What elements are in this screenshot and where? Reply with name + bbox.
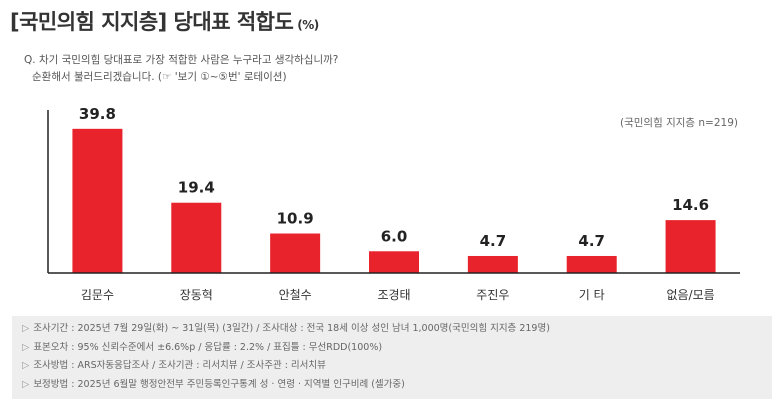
survey-info-box: ▷ 조사기간 : 2025년 7월 29일(화) ~ 31일(목) (3일간) /…: [12, 316, 772, 399]
category-label-2: 안철수: [279, 288, 312, 302]
chart-title: [국민의힘 지지층] 당대표 적합도 (%): [10, 6, 319, 36]
bar-value-label-3: 6.0: [381, 227, 408, 245]
category-label-3: 조경태: [377, 288, 410, 302]
bar-3: [369, 251, 419, 273]
bar-value-label-0: 39.8: [79, 105, 116, 123]
survey-info-text: 표본오차 : 95% 신뢰수준에서 ±6.6%p / 응답률 : 2.2% / …: [33, 341, 383, 353]
category-label-0: 김문수: [81, 288, 114, 302]
survey-info-text: 조사기간 : 2025년 7월 29일(화) ~ 31일(목) (3일간) / …: [33, 323, 550, 334]
survey-info-item-3: ▷ 보정방법 : 2025년 6월말 행정안전부 주민등록인구통계 성 · 연령 …: [22, 376, 772, 395]
bar-value-label-5: 4.7: [578, 232, 605, 250]
survey-info-text: 조사방법 : ARS자동응답조사 / 조사기관 : 리서치뷰 / 조사주관 : …: [33, 360, 326, 371]
question-line-2: 순환해서 불러드리겠습니다. (☞ '보기 ①~⑤번' 로테이션): [32, 71, 287, 83]
bar-5: [566, 255, 617, 273]
triangle-bullet-icon: ▷: [22, 341, 30, 353]
survey-info-item-0: ▷ 조사기간 : 2025년 7월 29일(화) ~ 31일(목) (3일간) /…: [22, 320, 772, 339]
bar-value-label-1: 19.4: [178, 179, 215, 197]
survey-info-item-2: ▷ 조사방법 : ARS자동응답조사 / 조사기관 : 리서치뷰 / 조사주관 :…: [22, 357, 772, 376]
survey-info-list: ▷ 조사기간 : 2025년 7월 29일(화) ~ 31일(목) (3일간) /…: [12, 316, 772, 394]
bar-4: [467, 255, 518, 273]
triangle-bullet-icon: ▷: [22, 378, 30, 390]
bar-2: [270, 233, 321, 273]
triangle-bullet-icon: ▷: [22, 323, 30, 334]
bar-6: [665, 220, 716, 273]
question-line-1: Q. 차기 국민의힘 당대표로 가장 적합한 사람은 누구라고 생각하십니까?: [24, 54, 339, 66]
bar-chart: (국민의힘 지지층 n=219) 39.8 김문수 19.4 장동혁 10.9 안철수 6.…: [47, 105, 740, 302]
bar-value-label-6: 14.6: [672, 196, 709, 214]
bar-value-label-4: 4.7: [480, 232, 507, 250]
sample-size-annotation: (국민의힘 지지층 n=219): [620, 117, 738, 129]
category-label-5: 기 타: [579, 288, 605, 302]
category-label-4: 주진우: [476, 288, 509, 302]
question-text: Q. 차기 국민의힘 당대표로 가장 적합한 사람은 누구라고 생각하십니까? …: [24, 52, 338, 86]
title-unit: (%): [297, 18, 319, 32]
bar-0: [72, 128, 123, 273]
bar-1: [171, 202, 222, 273]
survey-info-item-1: ▷ 표본오차 : 95% 신뢰수준에서 ±6.6%p / 응답률 : 2.2% /…: [22, 339, 772, 358]
bar-value-label-2: 10.9: [277, 210, 314, 228]
title-text: [국민의힘 지지층] 당대표 적합도: [10, 10, 294, 34]
survey-info-text: 보정방법 : 2025년 6월말 행정안전부 주민등록인구통계 성 · 연령 ·…: [33, 378, 405, 390]
category-label-6: 없음/모름: [666, 288, 714, 302]
category-label-1: 장동혁: [180, 288, 213, 302]
bars-group: 39.8 김문수 19.4 장동혁 10.9 안철수 6.0 조경태 4.7 주진우 4.7 기 타 1…: [72, 105, 716, 302]
triangle-bullet-icon: ▷: [22, 360, 30, 371]
